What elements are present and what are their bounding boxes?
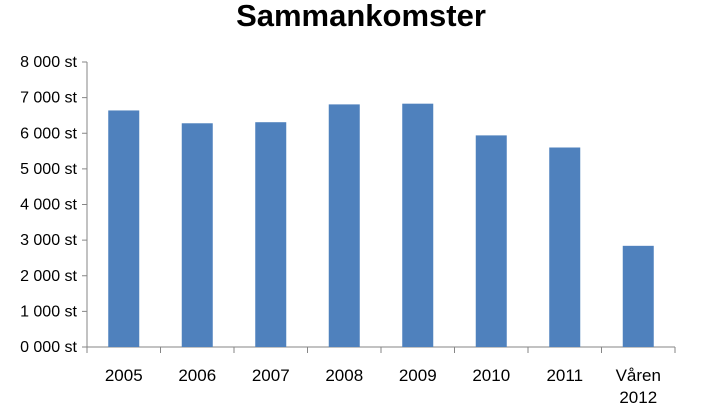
x-tick-label: Våren 2012: [616, 366, 661, 405]
chart-title: Sammankomster: [236, 0, 486, 33]
y-tick-label: 5 000 st: [20, 161, 77, 178]
x-tick-label: 2011: [546, 366, 583, 385]
x-tick-label: 2006: [178, 366, 216, 385]
y-tick-label: 7 000 st: [20, 90, 77, 107]
y-tick-label: 8 000 st: [20, 54, 77, 71]
y-tick-label: 1 000 st: [20, 303, 77, 320]
y-tick-label: 3 000 st: [20, 232, 77, 249]
y-tick-label: 2 000 st: [20, 268, 77, 285]
bar: [549, 147, 581, 347]
x-tick-label: 2005: [105, 366, 143, 385]
y-tick-label: 0 000 st: [20, 339, 77, 356]
axes: [82, 61, 676, 353]
bar: [402, 103, 434, 348]
y-tick-labels: 0 000 st 1 000 st 2 000 st 3 000 st 4 000 st…: [20, 54, 77, 356]
bars: [108, 103, 654, 348]
y-tick-label: 6 000 st: [20, 125, 77, 142]
bar: [108, 110, 140, 347]
bar: [181, 123, 213, 348]
y-tick-label: 4 000 st: [20, 197, 77, 214]
bar: [622, 245, 654, 347]
x-tick-label: 2010: [472, 366, 510, 385]
bar: [255, 122, 287, 347]
x-tick-labels: 2005 2006 2007 2008 2009 2010 2011 Våren 2012: [105, 366, 661, 405]
x-tick-label: 2008: [325, 366, 363, 385]
x-tick-label: 2009: [399, 366, 437, 385]
bar: [328, 104, 360, 347]
bar: [475, 135, 507, 347]
x-tick-label: 2007: [252, 366, 290, 385]
